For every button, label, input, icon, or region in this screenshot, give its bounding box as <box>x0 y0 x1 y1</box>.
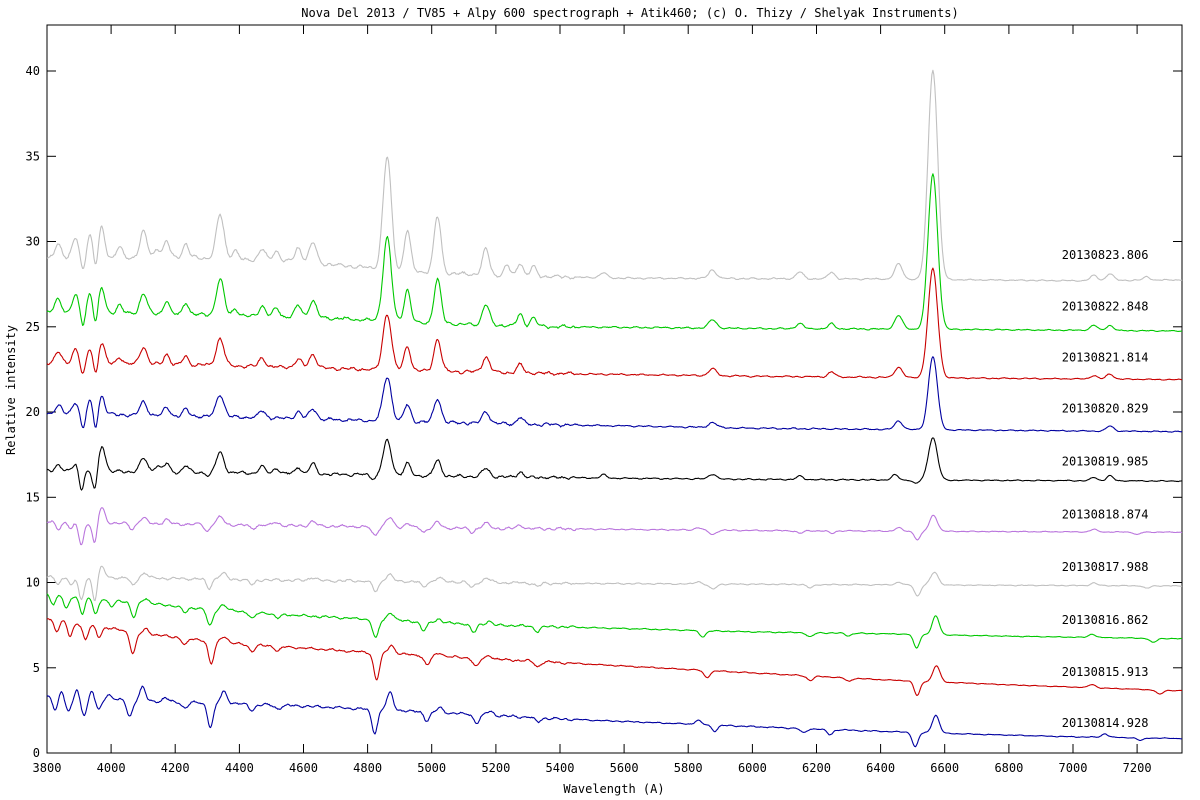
plot-border <box>46 24 1183 754</box>
y-tick-label: 25 <box>26 320 40 334</box>
y-tick-label: 10 <box>26 576 40 590</box>
x-tick-label: 5800 <box>674 761 703 775</box>
date-label: 20130818.874 <box>1062 507 1149 521</box>
date-label: 20130821.814 <box>1062 351 1149 365</box>
spectrum-line-20130820.829 <box>46 356 1183 433</box>
x-tick-label: 7000 <box>1059 761 1088 775</box>
date-label: 20130816.862 <box>1062 613 1149 627</box>
chart-title: Nova Del 2013 / TV85 + Alpy 600 spectrog… <box>301 6 958 20</box>
spectrum-line-20130814.928 <box>46 685 1183 748</box>
x-tick-label: 4800 <box>353 761 382 775</box>
y-tick-label: 15 <box>26 490 40 504</box>
x-tick-label: 4400 <box>225 761 254 775</box>
plot-area: 3800 4000 4200 4400 4600 4800 5000 5200 5400 5600… <box>26 24 1183 775</box>
date-label: 20130823.806 <box>1062 248 1149 262</box>
date-label: 20130819.985 <box>1062 455 1149 469</box>
y-tick-label: 20 <box>26 405 40 419</box>
y-tick-label: 5 <box>33 661 40 675</box>
x-tick-label: 4600 <box>289 761 318 775</box>
x-tick-label: 6800 <box>994 761 1023 775</box>
spectrum-line-20130823.806 <box>46 69 1183 282</box>
x-tick-label: 5000 <box>417 761 446 775</box>
x-tick-label: 6400 <box>866 761 895 775</box>
spectrum-line-20130817.988 <box>46 565 1183 602</box>
spectrum-line-20130821.814 <box>46 267 1183 381</box>
date-label: 20130817.988 <box>1062 560 1149 574</box>
spectrum-line-20130816.862 <box>46 593 1183 649</box>
date-label: 20130822.848 <box>1062 299 1149 313</box>
x-tick-label: 6000 <box>738 761 767 775</box>
y-tick-label: 0 <box>33 746 40 760</box>
x-tick-label: 4200 <box>161 761 190 775</box>
y-tick-label: 30 <box>26 235 40 249</box>
x-tick-label: 6600 <box>930 761 959 775</box>
x-axis-label: Wavelength (A) <box>563 782 664 796</box>
date-label: 20130815.913 <box>1062 665 1149 679</box>
x-tick-label: 3800 <box>33 761 62 775</box>
y-tick-label: 40 <box>26 64 40 78</box>
date-label: 20130820.829 <box>1062 402 1149 416</box>
spectrum-line-20130822.848 <box>46 173 1183 332</box>
y-axis-label: Relative intensity <box>4 325 18 455</box>
x-tick-label: 7200 <box>1123 761 1152 775</box>
date-label: 20130814.928 <box>1062 716 1149 730</box>
spectrum-line-20130818.874 <box>46 507 1183 546</box>
x-tick-label: 5400 <box>546 761 575 775</box>
x-tick-label: 6200 <box>802 761 831 775</box>
y-tick-label: 35 <box>26 149 40 163</box>
x-tick-label: 5600 <box>610 761 639 775</box>
x-tick-label: 5200 <box>481 761 510 775</box>
spectrum-line-20130819.985 <box>46 437 1183 491</box>
x-tick-label: 4000 <box>97 761 126 775</box>
spectrum-line-20130815.913 <box>46 618 1183 696</box>
